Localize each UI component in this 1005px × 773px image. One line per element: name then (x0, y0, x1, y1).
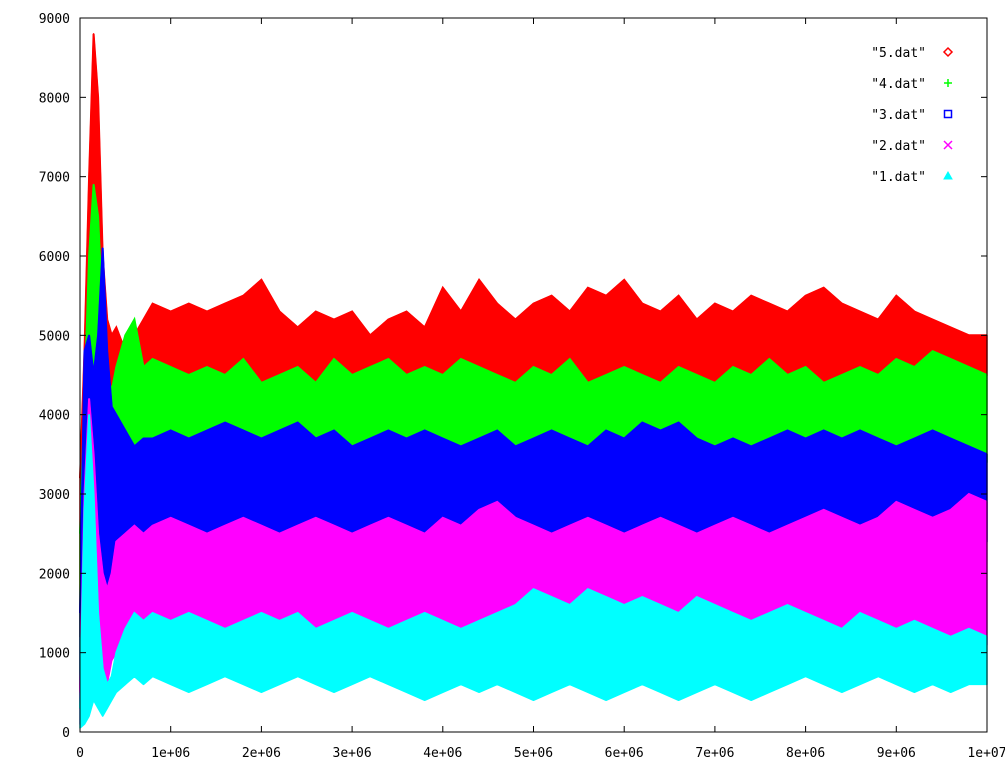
y-tick-label: 5000 (39, 329, 70, 344)
legend-label: "3.dat" (871, 108, 926, 123)
legend-label: "2.dat" (871, 139, 926, 154)
legend-item: "5.dat" (871, 46, 954, 61)
y-tick-label: 6000 (39, 250, 70, 265)
legend-marker-diamond (942, 46, 954, 58)
y-tick-label: 1000 (39, 647, 70, 662)
legend: "5.dat" "4.dat" "3.dat" "2.dat" "1.dat" (871, 46, 954, 185)
x-tick-label: 9e+06 (877, 746, 916, 761)
y-tick-label: 2000 (39, 567, 70, 582)
y-tick-label: 9000 (39, 12, 70, 27)
x-tick-label: 8e+06 (786, 746, 825, 761)
legend-item: "3.dat" (871, 108, 953, 123)
x-tick-label: 6e+06 (605, 746, 644, 761)
legend-item: "2.dat" (871, 139, 953, 154)
legend-marker-plus (944, 79, 952, 87)
legend-item: "1.dat" (871, 170, 953, 185)
legend-marker-cross (943, 140, 953, 150)
series-4-upper-edge (79, 398, 988, 693)
series-5-upper-edge (79, 414, 988, 709)
y-tick-label: 0 (62, 726, 70, 741)
x-tick-label: 5e+06 (514, 746, 553, 761)
x-tick-label: 7e+06 (695, 746, 734, 761)
x-tick-label: 2e+06 (242, 746, 281, 761)
x-tick-label: 3e+06 (333, 746, 372, 761)
y-tick-label: 3000 (39, 488, 70, 503)
legend-item: "4.dat" (871, 77, 952, 92)
x-tick-label: 4e+06 (423, 746, 462, 761)
y-tick-label: 8000 (39, 91, 70, 106)
series-2-upper-edge (79, 184, 988, 534)
ticks-layer: 0 1e+06 2e+06 3e+06 4e+06 5e+06 6e+06 7e+06 8e+0… (39, 12, 1005, 761)
series-3-upper-edge (79, 248, 988, 614)
legend-label: "4.dat" (871, 77, 926, 92)
legend-label: "5.dat" (871, 46, 926, 61)
y-tick-label: 4000 (39, 409, 70, 424)
legend-marker-square (943, 109, 953, 119)
y-tick-label: 7000 (39, 171, 70, 186)
legend-marker-triangle (943, 170, 953, 180)
x-tick-label: 1e+07 (967, 746, 1005, 761)
x-tick-label: 0 (76, 746, 84, 761)
legend-label: "1.dat" (871, 170, 926, 185)
x-tick-label: 1e+06 (151, 746, 190, 761)
